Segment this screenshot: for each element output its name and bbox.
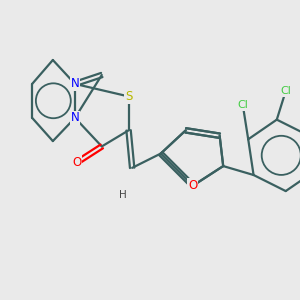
Text: H: H [119,190,127,200]
Text: Cl: Cl [237,100,248,110]
Text: N: N [70,111,80,124]
Text: S: S [125,90,132,103]
Text: O: O [72,156,81,169]
Text: Cl: Cl [280,86,291,96]
Text: N: N [70,77,80,90]
Text: O: O [188,179,197,192]
